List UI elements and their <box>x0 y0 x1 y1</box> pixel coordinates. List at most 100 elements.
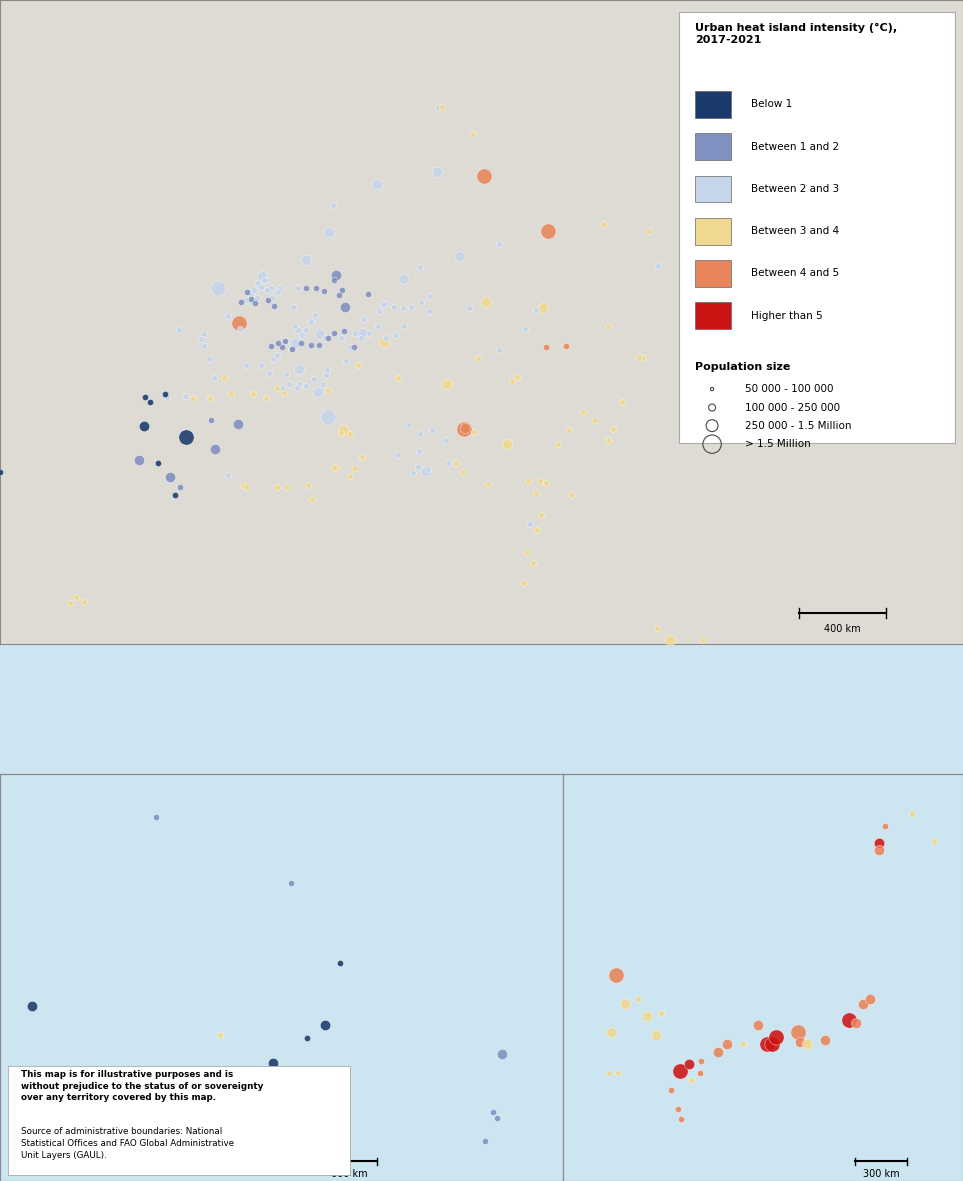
Point <box>937 231 952 250</box>
Point <box>269 346 284 365</box>
Point <box>322 222 337 241</box>
Point <box>651 256 666 275</box>
Point <box>303 312 319 331</box>
Point <box>315 374 330 393</box>
Point <box>489 1109 505 1128</box>
Point <box>587 410 603 429</box>
Point <box>575 403 590 422</box>
Point <box>265 1053 280 1072</box>
Point <box>855 994 871 1013</box>
Point <box>538 338 554 357</box>
Point <box>528 300 543 319</box>
Point <box>299 250 314 269</box>
Point <box>818 1030 833 1049</box>
Point <box>178 386 194 405</box>
Point <box>872 841 887 860</box>
Point <box>277 331 293 350</box>
Point <box>274 338 290 357</box>
Point <box>851 301 867 320</box>
Point <box>816 416 831 435</box>
Point <box>299 279 314 298</box>
Text: 250 000 - 1.5 Million: 250 000 - 1.5 Million <box>745 420 851 431</box>
Point <box>419 462 434 481</box>
Point <box>429 162 445 181</box>
Point <box>425 420 440 439</box>
Text: 300 km: 300 km <box>863 1169 899 1179</box>
Text: Source of administrative boundaries: National
Statistical Offices and FAO Global: Source of administrative boundaries: Nat… <box>21 1128 234 1160</box>
Point <box>308 279 324 298</box>
Point <box>285 1103 300 1122</box>
Point <box>264 279 279 298</box>
Point <box>233 292 248 311</box>
Point <box>347 458 362 477</box>
Text: 400 km: 400 km <box>824 625 861 634</box>
Point <box>790 1023 805 1042</box>
Point <box>160 387 175 406</box>
Point <box>295 326 310 345</box>
Point <box>326 324 342 342</box>
Point <box>261 364 276 383</box>
Point <box>319 360 334 379</box>
Point <box>533 472 548 491</box>
Point <box>491 235 507 254</box>
Point <box>926 831 942 850</box>
Point <box>168 485 183 504</box>
Point <box>281 374 297 393</box>
Point <box>194 329 209 348</box>
Point <box>370 175 385 194</box>
Text: 100 000 - 250 000: 100 000 - 250 000 <box>745 403 841 412</box>
Text: Population size: Population size <box>695 363 791 372</box>
Point <box>246 385 261 404</box>
Point <box>317 1016 332 1035</box>
Point <box>410 457 426 476</box>
Point <box>440 454 455 472</box>
Point <box>455 463 471 482</box>
Point <box>334 424 350 443</box>
Text: Below 1: Below 1 <box>751 99 792 110</box>
Point <box>528 484 543 503</box>
Point <box>353 328 369 347</box>
Point <box>331 286 347 305</box>
Point <box>265 288 280 307</box>
Point <box>799 1035 815 1053</box>
Point <box>509 367 525 386</box>
Point <box>274 378 290 397</box>
Bar <box>695 260 732 287</box>
Point <box>704 435 719 454</box>
Point <box>499 435 514 454</box>
Point <box>328 458 344 477</box>
Point <box>186 389 201 407</box>
Point <box>405 464 421 483</box>
Point <box>360 285 376 304</box>
Point <box>670 1100 686 1118</box>
Point <box>321 328 336 347</box>
Point <box>289 378 304 397</box>
Point <box>681 1055 696 1074</box>
Point <box>232 319 247 338</box>
Point <box>196 325 212 344</box>
Point <box>25 997 40 1016</box>
Point <box>203 410 219 429</box>
Point <box>412 425 428 444</box>
Point <box>372 301 387 320</box>
Point <box>395 269 410 288</box>
Point <box>605 419 620 438</box>
Point <box>269 477 284 496</box>
Text: Between 1 and 2: Between 1 and 2 <box>751 142 839 151</box>
Point <box>603 1023 618 1042</box>
Point <box>538 474 554 492</box>
Bar <box>695 217 732 244</box>
Point <box>695 631 711 650</box>
Point <box>601 317 616 335</box>
Point <box>206 368 221 387</box>
Point <box>238 291 253 309</box>
Point <box>266 350 281 368</box>
Point <box>609 965 624 984</box>
Point <box>136 417 151 436</box>
Point <box>403 298 419 317</box>
Point <box>470 348 485 367</box>
Point <box>601 430 616 449</box>
Text: Between 4 and 5: Between 4 and 5 <box>751 268 839 279</box>
Point <box>877 817 893 836</box>
Point <box>196 337 212 355</box>
